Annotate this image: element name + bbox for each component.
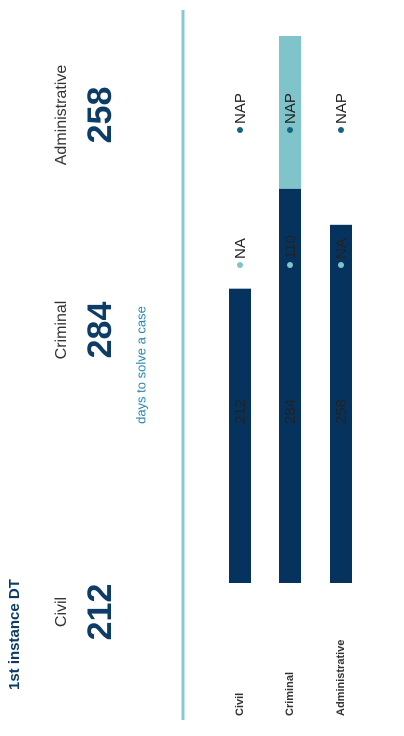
kpi-label: Civil [53, 597, 70, 627]
bar [229, 288, 251, 583]
annotation-dot [237, 127, 243, 133]
annotation-dot [287, 127, 293, 133]
bar [279, 188, 301, 583]
category-label: Civil [234, 693, 246, 716]
data-label: NA [232, 238, 249, 259]
bar [279, 36, 301, 189]
kpi-value: 258 [81, 87, 119, 144]
annotation-dot [338, 127, 344, 133]
data-label: 110 [282, 235, 299, 259]
kpi-caption: days to solve a case [133, 306, 148, 424]
data-label: NAP [232, 93, 249, 124]
data-label: NAP [282, 93, 299, 124]
annotation-dot [237, 427, 243, 433]
kpi-value: 284 [81, 302, 119, 359]
data-label: 284 [282, 399, 299, 424]
category-label: Administrative [335, 640, 347, 716]
data-label: NA [333, 238, 350, 259]
annotation-dot [237, 262, 243, 268]
kpi-label: Criminal [53, 301, 70, 360]
kpi-value: 212 [81, 584, 119, 641]
data-label: 212 [232, 399, 249, 424]
annotation-dot [338, 262, 344, 268]
bar [330, 224, 352, 583]
annotation-dot [287, 262, 293, 268]
annotation-dot [287, 427, 293, 433]
data-label: 258 [333, 399, 350, 424]
category-label: Criminal [284, 672, 296, 716]
data-label: NAP [333, 93, 350, 124]
title: 1st instance DT [6, 579, 23, 690]
kpi-label: Administrative [53, 65, 70, 166]
annotation-dot [338, 427, 344, 433]
